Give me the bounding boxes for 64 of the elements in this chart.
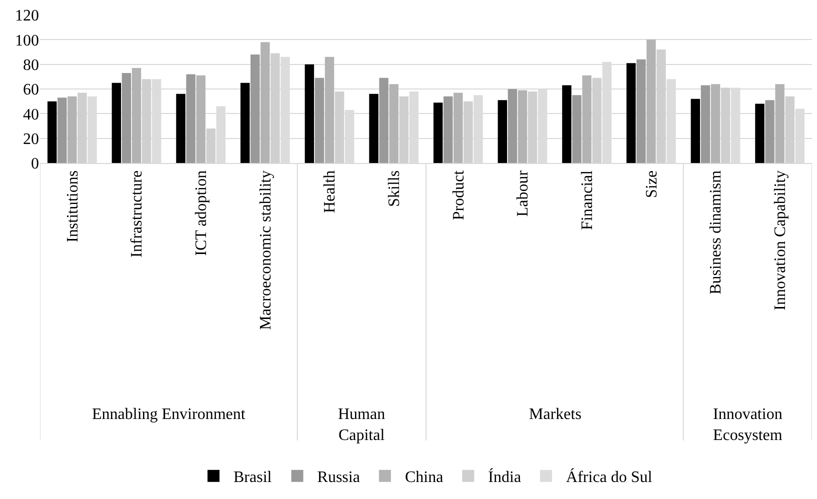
legend-label: Índia <box>488 468 522 486</box>
x-tick-label: ICT adoption <box>193 170 210 256</box>
bar <box>444 96 453 163</box>
bar <box>186 74 196 163</box>
x-tick-label: Size <box>643 170 660 198</box>
bar <box>765 100 774 163</box>
bar <box>582 75 592 163</box>
bar <box>572 95 582 163</box>
bar <box>112 82 122 163</box>
bar <box>240 82 250 163</box>
y-tick-label: 60 <box>23 82 39 99</box>
bar <box>196 75 206 163</box>
bar <box>518 90 528 163</box>
bar <box>47 101 57 163</box>
bar <box>700 85 710 163</box>
y-tick-label: 100 <box>15 32 39 50</box>
legend-label: África do Sul <box>566 468 653 486</box>
y-tick-label: 80 <box>23 56 39 74</box>
bar <box>68 96 77 163</box>
bar <box>58 98 67 163</box>
text: Innovation Ecosystem <box>713 406 783 444</box>
y-tick-label: 20 <box>23 130 39 148</box>
bar <box>304 64 314 163</box>
text: Ennabling Environment <box>92 406 246 423</box>
text: Human Capital <box>338 406 386 444</box>
bar <box>646 40 656 163</box>
x-tick-label: Product <box>450 170 468 220</box>
bar <box>562 85 572 163</box>
bar <box>710 84 720 163</box>
y-tick-label: 120 <box>15 8 39 25</box>
x-tick-label: Innovation Capability <box>772 170 790 310</box>
legend-label: Brasil <box>234 469 272 486</box>
bar <box>626 63 636 163</box>
legend-label: Russia <box>317 469 360 486</box>
bar <box>433 102 443 163</box>
bar <box>636 59 646 163</box>
bar <box>324 56 334 163</box>
bar <box>775 84 784 163</box>
bar <box>176 94 186 163</box>
x-tick-label: Infrastructure <box>128 170 146 258</box>
y-tick-label: 0 <box>31 156 39 173</box>
bar <box>369 94 378 163</box>
bar <box>454 92 463 163</box>
bar <box>314 78 324 163</box>
bar <box>379 78 388 163</box>
bar <box>389 84 398 163</box>
x-tick-label: Financial <box>579 170 596 230</box>
x-tick-label: Business dinamism <box>708 170 725 294</box>
bar <box>250 54 260 163</box>
x-tick-label: Skills <box>386 170 404 207</box>
text: Markets <box>529 406 582 423</box>
y-tick-label: 40 <box>23 106 39 124</box>
x-tick-label: Institutions <box>64 170 82 242</box>
x-tick-label: Health <box>322 170 339 214</box>
bar <box>755 104 764 163</box>
bar <box>498 100 508 163</box>
x-tick-label: Macroeconomic stability <box>257 170 274 330</box>
x-tick-label: Labour <box>514 170 532 217</box>
bar <box>132 68 142 163</box>
bar <box>260 42 270 163</box>
bar <box>690 98 700 163</box>
bar <box>122 72 132 163</box>
legend-label: China <box>404 469 444 486</box>
bar <box>508 89 518 163</box>
